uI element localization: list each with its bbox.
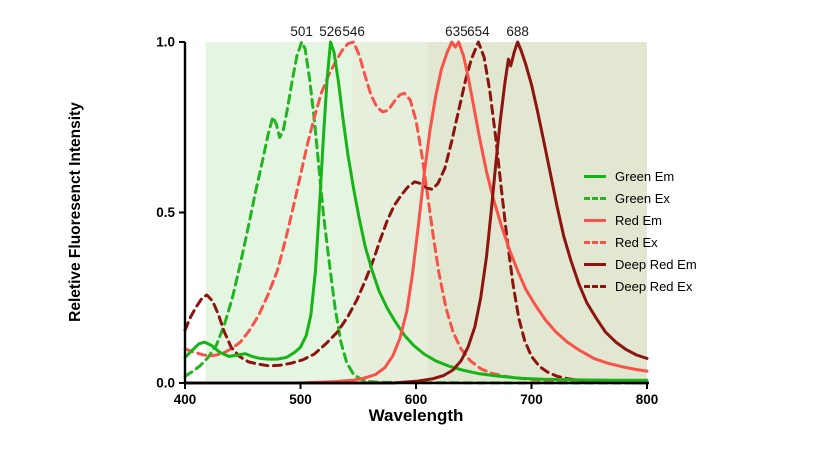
- x-tick-label-500: 500: [289, 392, 312, 407]
- legend-label-red-em: Red Em: [615, 212, 662, 228]
- legend-item-deep-red-em: Deep Red Em: [584, 253, 697, 275]
- x-tick-label-800: 800: [636, 392, 659, 407]
- curve-deep-red-em: [183, 40, 649, 385]
- legend-swatch-deep-red-ex: [584, 284, 606, 288]
- peak-label-546: 546: [342, 24, 365, 39]
- x-tick-label-400: 400: [174, 392, 197, 407]
- y-tick-label-1: 1.0: [156, 35, 175, 50]
- legend-item-green-em: Green Em: [584, 165, 697, 187]
- legend-swatch-deep-red-em: [584, 262, 606, 266]
- x-axis-label: Wavelength: [368, 406, 464, 425]
- legend-swatch-green-em: [584, 174, 606, 178]
- legend-item-deep-red-ex: Deep Red Ex: [584, 275, 697, 297]
- x-tick-label-600: 600: [405, 392, 428, 407]
- background-band-418-545: [205, 42, 353, 383]
- curve-green-em: [183, 40, 649, 382]
- legend-swatch-green-ex: [584, 196, 606, 200]
- legend-item-green-ex: Green Ex: [584, 187, 697, 209]
- curve-red-ex: [183, 40, 649, 385]
- curve-deep-red-ex: [183, 40, 649, 385]
- curve-green-ex: [183, 40, 649, 385]
- legend-label-green-ex: Green Ex: [615, 190, 670, 206]
- legend-swatch-red-ex: [584, 240, 606, 244]
- legend-label-deep-red-ex: Deep Red Ex: [615, 278, 693, 294]
- peak-label-526: 526: [319, 24, 342, 39]
- curve-red-em: [183, 40, 649, 385]
- y-tick-label-0.5: 0.5: [156, 205, 175, 220]
- peak-label-635: 635: [445, 24, 468, 39]
- background-band-610-800: [427, 42, 647, 383]
- x-tick-label-700: 700: [520, 392, 543, 407]
- legend-label-red-ex: Red Ex: [615, 234, 658, 250]
- y-tick-label-0: 0.0: [156, 376, 175, 391]
- legend-label-green-em: Green Em: [615, 168, 675, 184]
- y-axis-label: Reletive Fluoresenct Intensity: [67, 102, 84, 322]
- peak-label-501: 501: [290, 24, 313, 39]
- legend-swatch-red-em: [584, 218, 606, 222]
- peak-label-654: 654: [467, 24, 490, 39]
- peak-label-688: 688: [506, 24, 529, 39]
- legend-item-red-ex: Red Ex: [584, 231, 697, 253]
- legend-item-red-em: Red Em: [584, 209, 697, 231]
- chart-legend: Green Em Green Ex Red Em Red Ex Deep Red Em D…: [584, 165, 697, 297]
- legend-label-deep-red-em: Deep Red Em: [615, 256, 697, 272]
